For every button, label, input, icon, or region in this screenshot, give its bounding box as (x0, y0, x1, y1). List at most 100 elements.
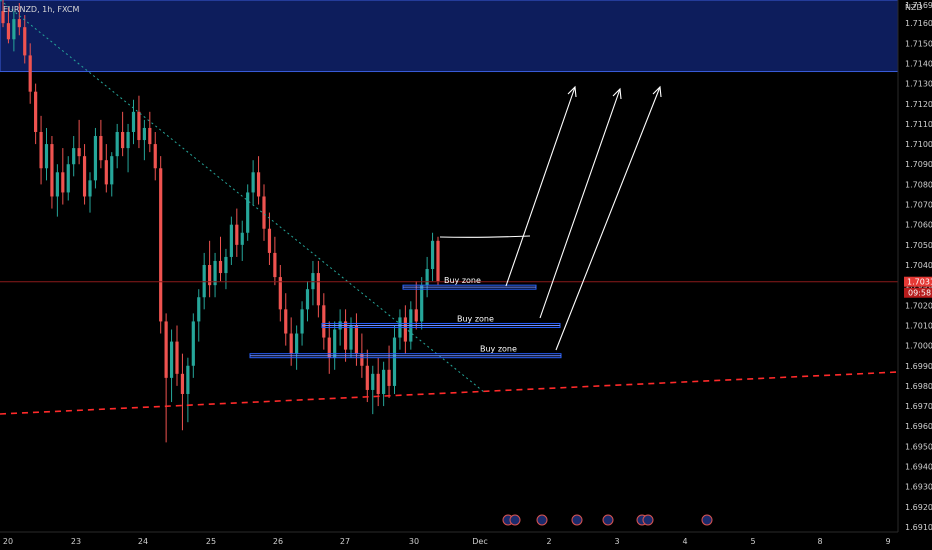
candle-body[interactable] (131, 111, 136, 132)
candle-body[interactable] (273, 252, 277, 278)
candle-body[interactable] (246, 192, 250, 233)
candle-body[interactable] (376, 373, 380, 394)
candle-body[interactable] (436, 240, 440, 282)
candle-body[interactable] (197, 297, 201, 322)
candle-body[interactable] (240, 232, 244, 245)
candle-body[interactable] (267, 228, 272, 253)
candle-body[interactable] (360, 353, 364, 366)
candle-body[interactable] (28, 55, 32, 92)
candle-body[interactable] (365, 365, 369, 390)
price-axis[interactable] (898, 0, 932, 550)
candle-body[interactable] (387, 369, 391, 386)
candle-body[interactable] (251, 172, 255, 193)
candle-body[interactable] (430, 240, 435, 270)
price-tick-label: 1.70100 (905, 321, 932, 330)
candle-body[interactable] (169, 341, 174, 378)
candle-body[interactable] (39, 131, 43, 169)
candle-body[interactable] (159, 168, 163, 322)
price-ticks: 1.71690 1.71600 1.71500 1.71400 1.71300 1.712… (905, 1, 932, 532)
time-axis[interactable] (0, 532, 932, 550)
candle-body[interactable] (186, 365, 190, 394)
candle-body[interactable] (289, 333, 293, 354)
candle-body[interactable] (61, 172, 65, 193)
candle-body[interactable] (12, 19, 16, 40)
candle-body[interactable] (262, 196, 266, 229)
current-price-value: 1.70317 (907, 278, 932, 287)
candle-body[interactable] (164, 321, 168, 378)
candle-body[interactable] (17, 19, 21, 28)
candle-body[interactable] (6, 23, 11, 40)
candle-body[interactable] (148, 127, 152, 145)
candle-body[interactable] (392, 337, 397, 386)
candle-body[interactable] (316, 273, 320, 306)
candle-body[interactable] (235, 224, 239, 245)
price-tick-label: 1.69500 (905, 442, 932, 451)
supply-zone[interactable] (0, 0, 899, 73)
candle-body[interactable] (77, 148, 81, 157)
candle-body[interactable] (153, 144, 157, 169)
candle-body[interactable] (1, 11, 5, 24)
candle-body[interactable] (191, 321, 195, 366)
candle-body[interactable] (354, 325, 359, 354)
price-tick-label: 1.70900 (905, 160, 932, 169)
buy-zone-label: Buy zone (480, 345, 517, 354)
candle-body[interactable] (256, 172, 261, 197)
price-tick-label: 1.69200 (905, 503, 932, 512)
candle-body[interactable] (327, 337, 331, 358)
candle-body[interactable] (142, 127, 146, 141)
candle-body[interactable] (104, 160, 108, 185)
candle-body[interactable] (88, 180, 92, 197)
candle-body[interactable] (23, 27, 27, 56)
projection-drawings[interactable] (439, 85, 662, 351)
candle-body[interactable] (371, 373, 375, 390)
candle-body[interactable] (115, 131, 119, 157)
candle-body[interactable] (322, 305, 326, 338)
candle-body[interactable] (311, 273, 315, 290)
candle-body[interactable] (55, 172, 59, 197)
price-tick-label: 1.71300 (905, 80, 932, 89)
candle-body[interactable] (229, 224, 233, 257)
candle-body[interactable] (50, 144, 54, 197)
ascending-support-trendline[interactable] (0, 371, 899, 415)
event-markers[interactable] (502, 514, 713, 526)
candle-body[interactable] (110, 156, 114, 185)
candle-body[interactable] (175, 341, 179, 374)
candle-body[interactable] (305, 289, 310, 310)
candle-body[interactable] (126, 131, 130, 149)
candle-body[interactable] (137, 111, 141, 141)
projection-arrow-2 (539, 88, 621, 319)
candle-body[interactable] (218, 260, 223, 274)
candle-body[interactable] (300, 309, 304, 334)
candle-body[interactable] (72, 148, 76, 165)
candle-body[interactable] (208, 265, 212, 286)
candle-body[interactable] (284, 309, 288, 334)
candle-body[interactable] (180, 373, 185, 394)
candle-body[interactable] (34, 91, 38, 132)
buy-zones-layer: Buy zone Buy zone Buy zone (249, 276, 562, 359)
descending-trendline[interactable] (0, 0, 485, 393)
candle-body[interactable] (224, 256, 228, 274)
candle-body[interactable] (333, 329, 337, 358)
candle-body[interactable] (99, 136, 103, 161)
candle-body[interactable] (44, 144, 49, 169)
candle-body[interactable] (349, 325, 353, 350)
candle-body[interactable] (295, 333, 299, 354)
candle-body[interactable] (66, 164, 70, 193)
candle-body[interactable] (382, 369, 386, 394)
candle-body[interactable] (121, 131, 125, 149)
candle-body[interactable] (213, 260, 217, 286)
candle-body[interactable] (420, 285, 424, 322)
candle-body[interactable] (93, 136, 98, 181)
candle-body[interactable] (343, 321, 348, 350)
candle-body[interactable] (403, 317, 407, 342)
candle-body[interactable] (82, 156, 87, 197)
time-tick-label: 26 (273, 537, 283, 546)
candle-body[interactable] (425, 269, 429, 286)
price-tick-label: 1.69800 (905, 382, 932, 391)
arrow-head-3-icon (652, 85, 662, 98)
candle-body[interactable] (202, 265, 206, 298)
candle-body[interactable] (278, 277, 282, 310)
candle-body[interactable] (414, 309, 418, 322)
price-tick-label: 1.69400 (905, 463, 932, 472)
